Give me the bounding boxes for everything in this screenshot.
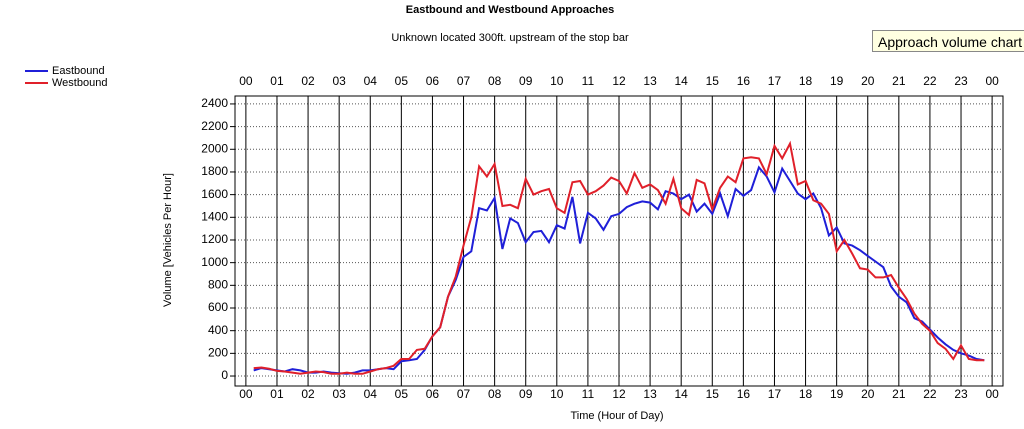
- x-tick-label: 21: [892, 387, 906, 401]
- plot-frame: [234, 95, 1004, 387]
- legend-label: Eastbound: [52, 65, 105, 77]
- x-tick-label: 00: [239, 387, 253, 401]
- x-tick-label: 03: [332, 387, 346, 401]
- x-tick-label: 08: [488, 387, 502, 401]
- x-tick-label: 23: [954, 74, 968, 88]
- x-tick-label: 05: [395, 387, 409, 401]
- x-tick-label: 22: [923, 74, 937, 88]
- x-tick-label: 19: [830, 387, 844, 401]
- y-axis-label: Volume [Vehicles Per Hour]: [162, 173, 174, 307]
- x-tick-label: 21: [892, 74, 906, 88]
- y-tick-label: 1400: [201, 209, 228, 223]
- chart-title: Eastbound and Westbound Approaches: [406, 4, 614, 16]
- x-tick-label: 18: [799, 74, 813, 88]
- x-tick-label: 10: [550, 387, 564, 401]
- x-tick-label: 15: [706, 387, 720, 401]
- x-tick-label: 18: [799, 387, 813, 401]
- x-tick-label: 02: [301, 74, 315, 88]
- x-tick-label: 19: [830, 74, 844, 88]
- y-tick-label: 1600: [201, 187, 228, 201]
- y-tick-label: 2200: [201, 119, 228, 133]
- y-tick-label: 2000: [201, 141, 228, 155]
- y-tick-label: 1200: [201, 232, 228, 246]
- series-line: [253, 140, 985, 375]
- x-tick-label: 11: [582, 387, 595, 401]
- y-tick-label: 600: [208, 300, 228, 314]
- x-tick-label: 02: [301, 387, 315, 401]
- y-tick-label: 400: [208, 323, 228, 337]
- x-tick-label: 17: [768, 387, 782, 401]
- y-tick-label: 1800: [201, 164, 228, 178]
- x-tick-label: 16: [737, 74, 751, 88]
- x-tick-label: 12: [612, 74, 626, 88]
- x-tick-label: 07: [457, 74, 471, 88]
- y-tick-label: 2400: [201, 96, 228, 110]
- x-tick-label: 13: [643, 387, 657, 401]
- x-tick-label: 22: [923, 387, 937, 401]
- x-tick-label: 20: [861, 387, 875, 401]
- x-tick-label: 06: [426, 74, 440, 88]
- x-axis-label: Time (Hour of Day): [570, 410, 663, 422]
- x-tick-label: 00: [239, 74, 253, 88]
- x-tick-label: 08: [488, 74, 502, 88]
- x-tick-label: 13: [643, 74, 657, 88]
- x-tick-label: 11: [582, 74, 595, 88]
- x-tick-label: 14: [675, 74, 689, 88]
- x-tick-label: 00: [985, 387, 999, 401]
- x-tick-label: 09: [519, 74, 533, 88]
- x-tick-label: 01: [270, 387, 284, 401]
- y-tick-label: 0: [221, 368, 228, 382]
- y-tick-label: 200: [208, 346, 228, 360]
- x-tick-label: 20: [861, 74, 875, 88]
- x-tick-label: 04: [364, 74, 378, 88]
- x-tick-label: 03: [332, 74, 346, 88]
- chart-subtitle: Unknown located 300ft. upstream of the s…: [391, 32, 629, 44]
- x-tick-label: 07: [457, 387, 471, 401]
- x-tick-label: 14: [675, 387, 689, 401]
- y-tick-label: 1000: [201, 255, 228, 269]
- tooltip: Approach volume chart: [872, 30, 1024, 52]
- x-tick-label: 17: [768, 74, 782, 88]
- x-tick-label: 04: [364, 387, 378, 401]
- x-tick-label: 06: [426, 387, 440, 401]
- y-tick-label: 800: [208, 277, 228, 291]
- x-tick-label: 00: [985, 74, 999, 88]
- x-tick-label: 05: [395, 74, 409, 88]
- x-tick-label: 10: [550, 74, 564, 88]
- x-tick-label: 01: [270, 74, 284, 88]
- x-tick-label: 16: [737, 387, 751, 401]
- x-tick-label: 23: [954, 387, 968, 401]
- x-tick-label: 12: [612, 387, 626, 401]
- x-tick-label: 09: [519, 387, 533, 401]
- x-tick-label: 15: [706, 74, 720, 88]
- legend-label: Westbound: [52, 77, 107, 89]
